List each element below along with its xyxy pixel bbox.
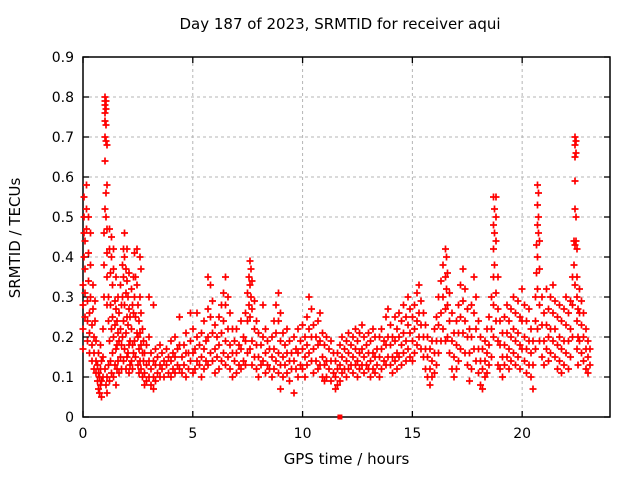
y-tick-label: 0.1 (52, 370, 74, 386)
y-tick-label: 0.3 (52, 290, 74, 306)
x-tick-label: 5 (188, 426, 197, 442)
event-marker-square (337, 414, 343, 420)
x-tick-label: 10 (294, 426, 312, 442)
y-tick-label: 0.4 (52, 250, 74, 266)
y-tick-label: 0 (65, 410, 74, 426)
y-tick-label: 0.7 (52, 130, 74, 146)
y-tick-label: 0.6 (52, 170, 74, 186)
chart-title: Day 187 of 2023, SRMTID for receiver aqu… (179, 15, 501, 33)
x-tick-label: 0 (79, 426, 88, 442)
tick-marks (82, 56, 610, 418)
x-tick-label: 15 (403, 426, 421, 442)
y-tick-label: 0.5 (52, 210, 74, 226)
tick-labels: 0 5 10 15 20 0 0.1 0.2 0.3 0.4 0.5 0.6 0.7 0.8 0.9 (52, 50, 531, 442)
y-tick-label: 0.2 (52, 330, 74, 346)
y-tick-label: 0.9 (52, 50, 74, 66)
scatter-points (79, 93, 594, 401)
plot-border (82, 56, 611, 418)
y-tick-label: 0.8 (52, 90, 74, 106)
x-tick-label: 20 (513, 426, 531, 442)
x-axis-label: GPS time / hours (283, 450, 410, 468)
